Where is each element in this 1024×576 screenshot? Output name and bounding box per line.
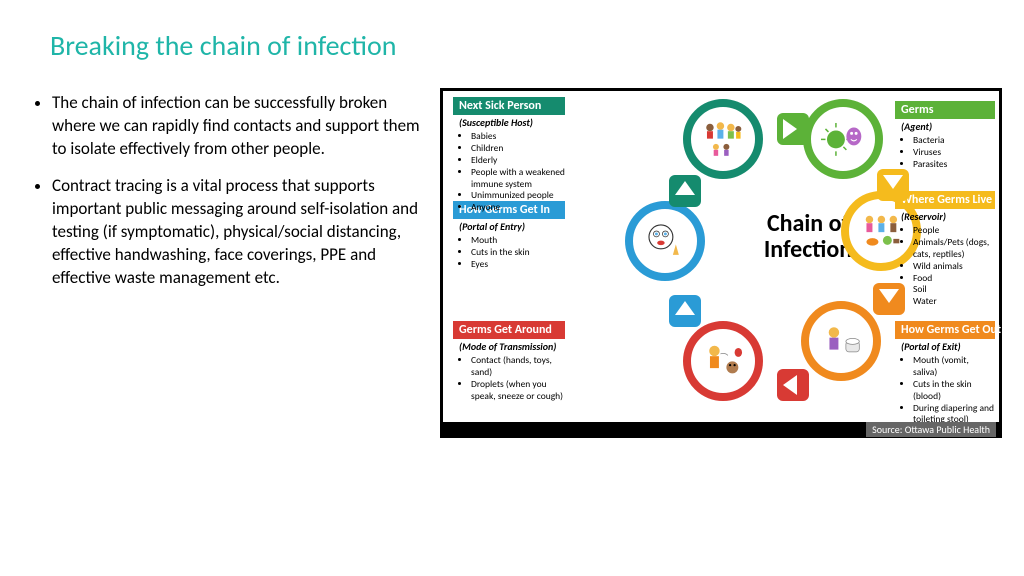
chain-label-list: Mouth (vomit, saliva)Cuts in the skin (b…	[895, 355, 995, 426]
chain-label-item: Anyone	[471, 202, 565, 214]
bullet-1: The chain of infection can be successful…	[52, 92, 430, 161]
chain-diagram: Chain of Infection Germs(Agent)BacteriaV…	[440, 88, 1002, 438]
chain-label-subtitle: (Portal of Entry)	[453, 219, 565, 235]
chain-label-exit: How Germs Get Out(Portal of Exit)Mouth (…	[895, 321, 995, 426]
chain-label-item: Children	[471, 143, 565, 155]
chain-arrow	[675, 181, 695, 195]
chain-label-title: Where Germs Live	[895, 191, 995, 209]
chain-arrow	[783, 119, 797, 139]
bullet-2: Contract tracing is a vital process that…	[52, 175, 430, 290]
chain-label-reservoir: Where Germs Live(Reservoir)PeopleAnimals…	[895, 191, 995, 308]
chain-node-exit	[801, 301, 881, 381]
chain-label-item: Wild animals	[913, 261, 995, 273]
body-text: The chain of infection can be successful…	[30, 92, 430, 304]
chain-label-list: BacteriaVirusesParasites	[895, 135, 995, 171]
chain-label-item: Water	[913, 296, 995, 308]
chain-label-host: Next Sick Person(Susceptible Host)Babies…	[453, 97, 565, 214]
chain-label-list: BabiesChildrenElderlyPeople with a weake…	[453, 131, 565, 214]
chain-label-item: People with a weakened immune system	[471, 167, 565, 191]
chain-arrow	[883, 175, 903, 189]
chain-label-item: Droplets (when you speak, sneeze or coug…	[471, 379, 565, 403]
chain-label-list: MouthCuts in the skinEyes	[453, 235, 565, 271]
chain-label-title: Next Sick Person	[453, 97, 565, 115]
chain-arrow	[675, 301, 695, 315]
chain-label-list: PeopleAnimals/Pets (dogs, cats, reptiles…	[895, 225, 995, 308]
page-title: Breaking the chain of infection	[50, 28, 396, 63]
chain-label-transmission: Germs Get Around(Mode of Transmission)Co…	[453, 321, 565, 403]
chain-label-item: Elderly	[471, 155, 565, 167]
chain-label-item: Mouth (vomit, saliva)	[913, 355, 995, 379]
chain-label-item: Cuts in the skin (blood)	[913, 379, 995, 403]
chain-arrow	[879, 289, 899, 303]
chain-node-entry	[625, 201, 705, 281]
chain-label-subtitle: (Mode of Transmission)	[453, 339, 565, 355]
chain-label-subtitle: (Agent)	[895, 119, 995, 135]
chain-label-item: Eyes	[471, 259, 565, 271]
chain-label-subtitle: (Susceptible Host)	[453, 115, 565, 131]
chain-label-list: Contact (hands, toys, sand)Droplets (whe…	[453, 355, 565, 403]
chain-label-item: Contact (hands, toys, sand)	[471, 355, 565, 379]
chain-arrow	[783, 375, 797, 395]
chain-label-item: Viruses	[913, 147, 995, 159]
chain-node-germs	[803, 99, 883, 179]
diagram-source: Source: Ottawa Public Health	[866, 422, 996, 437]
chain-label-germs: Germs(Agent)BacteriaVirusesParasites	[895, 101, 995, 171]
chain-label-title: Germs Get Around	[453, 321, 565, 339]
chain-label-title: How Germs Get Out	[895, 321, 995, 339]
chain-label-title: Germs	[895, 101, 995, 119]
chain-node-transmission	[683, 321, 763, 401]
chain-label-item: Cuts in the skin	[471, 247, 565, 259]
chain-node-host	[683, 99, 763, 179]
chain-label-item: Animals/Pets (dogs, cats, reptiles)	[913, 237, 995, 261]
chain-label-subtitle: (Reservoir)	[895, 209, 995, 225]
chain-label-subtitle: (Portal of Exit)	[895, 339, 995, 355]
chain-label-item: Parasites	[913, 159, 995, 171]
